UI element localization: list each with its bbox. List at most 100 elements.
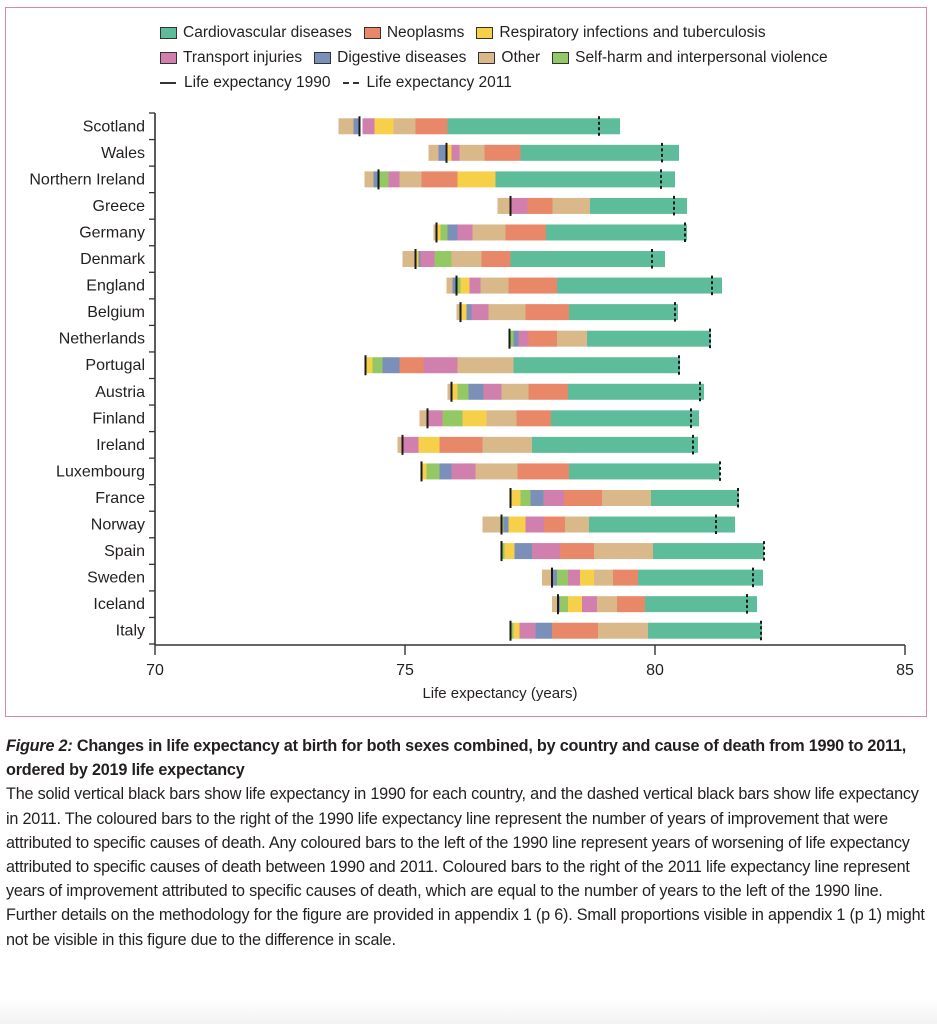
bar-segment-transport (471, 304, 489, 321)
bar-segment-resp (460, 277, 470, 294)
legend-row-1: Cardiovascular diseases Neoplasms Respir… (160, 20, 840, 45)
bar-segment-transport (525, 516, 544, 533)
bar-segment-neo (399, 357, 424, 374)
bar-segment-cardio (557, 277, 722, 294)
bar-segment-other (451, 251, 482, 268)
bar-segment-selfharm (520, 489, 531, 506)
bar-segment-neo (481, 251, 511, 268)
bar-segment-neo (505, 224, 546, 241)
chart-legend: Cardiovascular diseases Neoplasms Respir… (160, 20, 840, 95)
legend-item-cardio: Cardiovascular diseases (160, 20, 352, 45)
bar-segment-cardio (648, 622, 762, 639)
country-label: Luxembourg (56, 463, 145, 480)
bar-segment-neo (415, 118, 448, 135)
bar-segment-resp (421, 463, 427, 480)
bar-segment-digestive (438, 144, 447, 161)
bar-segment-other (456, 304, 461, 321)
legend-row-3: Life expectancy 1990 Life expectancy 201… (160, 70, 840, 95)
bar-segment-resp (418, 436, 440, 453)
bar-segment-neo (516, 410, 551, 427)
bar-segment-transport (519, 622, 536, 639)
bar-segment-other (501, 383, 529, 400)
bar-segment-other (482, 436, 532, 453)
bar-segment-other (486, 410, 517, 427)
bar-segment-cardio (568, 383, 704, 400)
bar-segment-resp (510, 489, 521, 506)
bar-segment-other (488, 304, 526, 321)
bar-segment-neo (613, 569, 638, 586)
bar-segment-transport (532, 543, 560, 560)
bar-segment-other (393, 118, 416, 135)
bar-segment-resp (460, 304, 467, 321)
bar-segment-transport (543, 489, 564, 506)
country-label: Sweden (87, 570, 145, 587)
bar-segment-cardio (447, 118, 620, 135)
solid-line-icon (160, 81, 176, 84)
country-label: Netherlands (59, 331, 145, 348)
bar-segment-cardio (645, 596, 757, 613)
bar-segment-neo (564, 489, 602, 506)
legend-label-le1990: Life expectancy 1990 (184, 74, 331, 91)
legend-label-other: Other (501, 49, 541, 66)
x-tick-label: 70 (146, 662, 164, 679)
bar-segment-transport (451, 144, 460, 161)
bar-segment-neo (421, 171, 458, 188)
bar-segment-digestive (513, 330, 519, 347)
bar-segment-cardio (638, 569, 763, 586)
country-label: Greece (93, 198, 146, 215)
bar-segment-selfharm (510, 330, 514, 347)
bar-segment-other (472, 224, 506, 241)
legend-item-transport: Transport injuries (160, 45, 302, 70)
bar-segment-cardio (651, 489, 739, 506)
bar-segment-cardio (495, 171, 675, 188)
bar-segment-other (364, 171, 374, 188)
bar-segment-other (594, 569, 613, 586)
legend-label-le2011: Life expectancy 2011 (366, 74, 512, 91)
legend-item-respiratory: Respiratory infections and tuberculosis (476, 20, 766, 45)
bar-segment-digestive (552, 569, 557, 586)
figure-caption: Figure 2: Changes in life expectancy at … (6, 734, 931, 952)
legend-label-cardio: Cardiovascular diseases (183, 24, 352, 41)
bar-segment-transport (457, 224, 473, 241)
legend-swatch-other (478, 51, 496, 64)
legend-label-respiratory: Respiratory infections and tuberculosis (499, 24, 766, 41)
country-label: Wales (101, 145, 145, 162)
bar-segment-cardio (520, 144, 679, 161)
bar-segment-transport (469, 277, 481, 294)
bar-segment-other (482, 516, 501, 533)
bar-segment-digestive (468, 383, 484, 400)
country-label: Ireland (96, 437, 145, 454)
bar-segment-neo (560, 543, 594, 560)
bar-segment-resp (436, 224, 441, 241)
bar-segment-other (497, 197, 511, 214)
bar-segment-neo (528, 383, 568, 400)
bar-segment-selfharm (426, 463, 440, 480)
bar-segment-transport (420, 251, 435, 268)
bar-segment-digestive (439, 463, 452, 480)
bar-segment-cardio (587, 330, 711, 347)
bar-segment-neo (544, 516, 565, 533)
bar-segment-other (428, 144, 439, 161)
bar-segment-cardio (589, 516, 735, 533)
bar-segment-resp (446, 144, 452, 161)
bar-segment-other (557, 330, 587, 347)
bar-segment-digestive (447, 224, 458, 241)
bar-segment-digestive (382, 357, 400, 374)
bar-segment-neo (617, 596, 645, 613)
bar-segment-selfharm (440, 224, 448, 241)
bar-segment-other (419, 410, 428, 427)
legend-item-other: Other (478, 45, 540, 70)
bar-segment-selfharm (557, 569, 568, 586)
bar-segment-transport (427, 410, 443, 427)
dashed-line-icon (342, 81, 359, 84)
country-label: Spain (104, 543, 145, 560)
caption-title-text: Changes in life expectancy at birth for … (6, 737, 907, 780)
bar-segment-resp (457, 171, 496, 188)
bar-segment-selfharm (501, 543, 505, 560)
bar-segment-other (433, 224, 437, 241)
bar-segment-transport (511, 197, 528, 214)
country-label: Italy (116, 623, 145, 640)
bar-segment-other (597, 596, 617, 613)
legend-item-neoplasms: Neoplasms (363, 20, 464, 45)
bar-segment-resp (580, 569, 594, 586)
